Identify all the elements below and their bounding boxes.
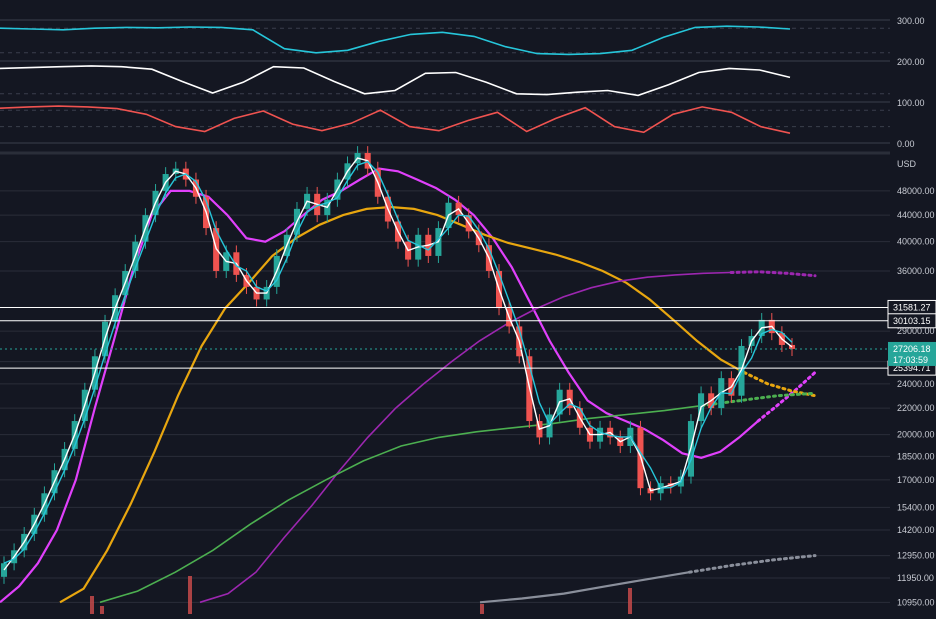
price-tick-label: 20000.00: [897, 430, 935, 440]
candle: [0, 556, 8, 584]
price-tick-label: 22000.00: [897, 403, 935, 413]
oscillator-tick-label: 200.00: [897, 57, 925, 67]
oscillator-lines: [0, 25, 791, 134]
price-tick-label: 17000.00: [897, 475, 935, 485]
oscillator-tick-label: 300.00: [897, 16, 925, 26]
price-tick-label: 14200.00: [897, 525, 935, 535]
price-tick-label: 40000.00: [897, 237, 935, 247]
oscillator-axis[interactable]: 300.00 200.00 100.00 0.00: [897, 16, 925, 149]
last-price-tag-box: [888, 341, 936, 366]
price-tick-label: 48000.00: [897, 186, 935, 196]
price-tick-label: 10950.00: [897, 597, 935, 607]
volume-bar: [100, 606, 104, 614]
price-tick-label: 12950.00: [897, 551, 935, 561]
ma-yellow-line: [59, 205, 745, 604]
price-level-tag-label: 30103.15: [893, 316, 931, 326]
ma-gray-line-projection: [687, 554, 817, 574]
currency-label: USD: [897, 159, 917, 169]
price-tick-label: 18500.00: [897, 451, 935, 461]
oscillator-series-line: [0, 65, 791, 97]
last-price-label: 27206.18: [893, 344, 931, 354]
candlesticks: [0, 146, 796, 614]
candle: [788, 338, 796, 357]
price-tick-label: 15400.00: [897, 502, 935, 512]
oscillator-tick-label: 100.00: [897, 98, 925, 108]
ma-purple-line: [199, 271, 732, 604]
ma-purple-line-projection: [729, 270, 817, 278]
oscillator-series-line: [0, 25, 791, 56]
price-tick-label: 44000.00: [897, 210, 935, 220]
volume-bar: [188, 576, 192, 614]
candle-body: [788, 344, 796, 349]
volume-bar: [480, 604, 484, 614]
last-price-countdown: 17:03:59: [893, 355, 928, 365]
oscillator-series-line: [0, 105, 791, 134]
price-tick-label: 24000.00: [897, 379, 935, 389]
ema-slow-line-projection: [756, 371, 817, 423]
price-tick-label: 36000.00: [897, 266, 935, 276]
price-tick-label: 11950.00: [897, 573, 934, 583]
oscillator-grid: [0, 19, 890, 144]
oscillator-tick-label: 0.00: [897, 139, 915, 149]
ma-gray-line: [479, 571, 690, 604]
price-level-tag-box: [887, 313, 936, 329]
volume-bar: [90, 596, 94, 614]
price-level-tag-label: 31581.27: [893, 302, 931, 312]
price-levels: [0, 306, 890, 369]
price-grid: [0, 190, 890, 603]
ma-green-line: [99, 404, 703, 604]
volume-bar: [628, 588, 632, 614]
ema-mid-line: [3, 160, 793, 564]
price-level-tag-label: 25394.71: [893, 363, 931, 373]
price-tick-label: 29000.00: [897, 326, 935, 336]
candle-body: [0, 563, 8, 577]
